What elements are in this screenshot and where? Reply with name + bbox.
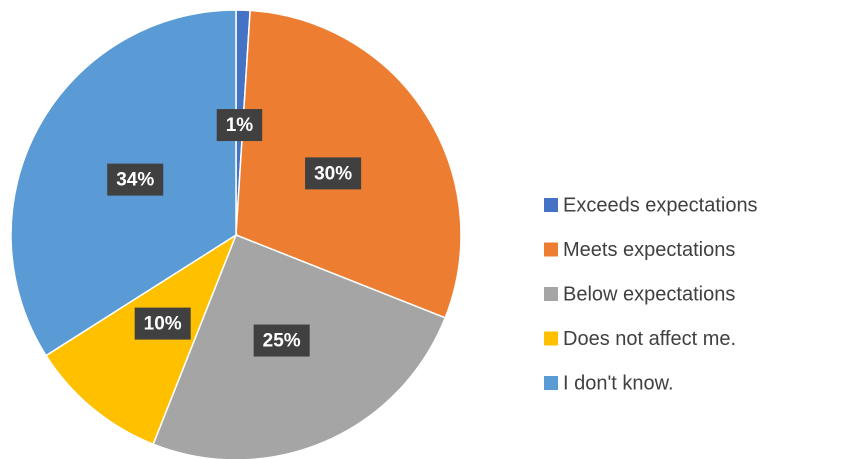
data-label: 30%	[314, 163, 352, 184]
data-label: 25%	[263, 331, 301, 352]
legend-label: Does not affect me.	[563, 328, 736, 350]
legend-swatch	[544, 287, 558, 301]
legend-swatch	[544, 376, 558, 390]
data-label-box	[216, 109, 263, 142]
data-label: 1%	[226, 115, 254, 136]
legend-label: Meets expectations	[563, 239, 735, 261]
data-label: 10%	[144, 314, 182, 335]
data-label-box	[305, 157, 362, 190]
legend-swatch	[544, 198, 558, 212]
data-label: 34%	[116, 170, 154, 191]
data-label-box	[107, 163, 164, 196]
legend-swatch	[544, 242, 558, 257]
data-label-box	[134, 307, 191, 340]
legend-label: Below expectations	[563, 283, 735, 305]
data-label-box	[253, 324, 310, 357]
legend-label: Exceeds expectations	[563, 194, 758, 216]
legend-swatch	[544, 331, 558, 346]
legend-label: I don't know.	[563, 372, 674, 394]
